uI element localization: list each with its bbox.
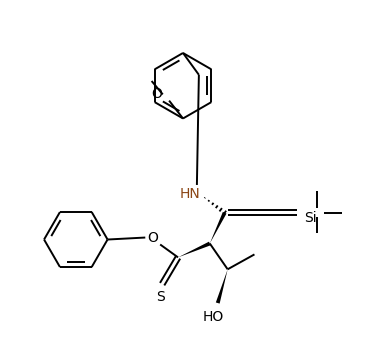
Text: Si: Si <box>304 211 316 225</box>
Text: O: O <box>147 231 158 245</box>
Text: S: S <box>156 290 165 304</box>
Polygon shape <box>216 269 228 303</box>
Text: HO: HO <box>202 310 223 324</box>
Text: O: O <box>151 87 162 101</box>
Polygon shape <box>210 212 227 243</box>
Text: HN: HN <box>180 187 200 201</box>
Polygon shape <box>178 242 210 257</box>
